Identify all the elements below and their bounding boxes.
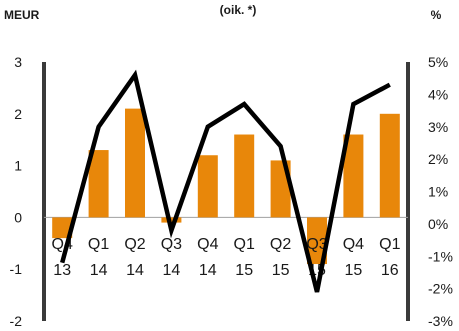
bar [125,108,145,218]
bar [343,134,364,218]
right-tick-label: -2% [428,281,453,297]
category-quarter-label: Q2 [270,236,291,253]
category-year-label: 14 [90,262,108,279]
right-tick-label: 0% [428,216,448,232]
category-year-label: 15 [345,262,363,279]
left-tick-label: 0 [14,209,22,225]
left-tick-label: 2 [14,106,22,122]
category-year-label: 16 [381,262,399,279]
category-year-label: 13 [53,262,71,279]
left-tick-labels: -2 -1 0 1 2 3 [10,54,23,329]
bar [234,134,255,218]
right-tick-label: 4% [428,86,448,102]
category-quarter-label: Q4 [343,236,364,253]
category-year-label: 14 [163,262,181,279]
bar [88,150,109,218]
category-quarter-label: Q1 [88,236,109,253]
category-quarter-label: Q4 [197,236,218,253]
right-tick-label: 5% [428,54,448,70]
category-quarter-label: Q1 [234,236,255,253]
left-unit-label: MEUR [4,8,40,22]
category-quarter-label: Q3 [161,236,182,253]
category-quarter-label: Q2 [124,236,145,253]
line-series [60,69,391,293]
category-quarter-label: Q3 [306,236,327,253]
bar [52,217,73,239]
left-tick-label: 3 [14,54,22,70]
right-tick-label: 3% [428,119,448,135]
bar [197,155,218,218]
center-unit-label: (oik. *) [220,3,257,17]
left-tick-label: 1 [14,158,22,174]
bar [379,113,400,218]
right-tick-label: 1% [428,184,448,200]
right-tick-label: -3% [428,313,453,329]
category-year-label: 15 [272,262,290,279]
bar [161,217,182,223]
category-year-label: 15 [235,262,253,279]
line-path [60,69,391,293]
category-quarter-label: Q1 [379,236,400,253]
right-tick-label: 2% [428,151,448,167]
category-year-label: 14 [199,262,217,279]
left-tick-label: -2 [10,313,23,329]
right-tick-label: -1% [428,248,453,264]
right-tick-labels: -3% -2% -1% 0% 1% 2% 3% 4% 5% [428,54,453,329]
left-tick-label: -1 [10,261,23,277]
category-year-label: 14 [126,262,144,279]
right-unit-label: % [431,8,442,22]
bar [307,217,327,265]
